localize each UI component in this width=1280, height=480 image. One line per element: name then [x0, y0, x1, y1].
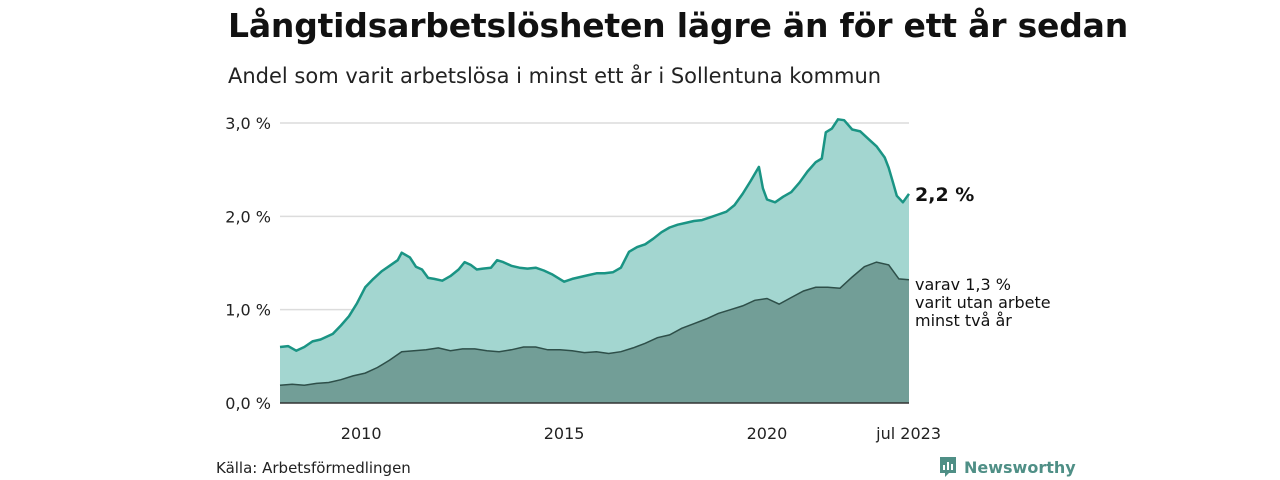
end-label-two-years: minst två år [915, 311, 1012, 330]
x-axis-ticks: 2010 2015 2020 jul 2023 [341, 424, 941, 443]
chart-title: Långtidsarbetslösheten lägre än för ett … [228, 6, 1129, 45]
y-axis-ticks: 0,0 % 1,0 % 2,0 % 3,0 % [225, 114, 271, 413]
x-tick-label: 2010 [341, 424, 382, 443]
end-label-two-years: varit utan arbete [915, 293, 1051, 312]
y-tick-label: 2,0 % [225, 207, 271, 226]
end-label-two-years: varav 1,3 % [915, 275, 1011, 294]
line-two-years [279, 261, 910, 387]
newsworthy-logo-icon [940, 457, 956, 477]
brand-logo[interactable]: Newsworthy [938, 456, 1076, 478]
x-tick-label: 2015 [544, 424, 585, 443]
y-tick-label: 0,0 % [225, 394, 271, 413]
end-label-total: 2,2 % [915, 184, 974, 206]
y-tick-label: 1,0 % [225, 301, 271, 320]
line-total [279, 118, 911, 352]
source-note: Källa: Arbetsförmedlingen [216, 459, 411, 477]
area-two-years [280, 262, 909, 403]
x-tick-label: jul 2023 [875, 424, 941, 443]
y-tick-label: 3,0 % [225, 114, 271, 133]
logo-text: Newsworthy [964, 457, 1076, 477]
x-tick-label: 2020 [747, 424, 788, 443]
chart-subtitle: Andel som varit arbetslösa i minst ett å… [228, 64, 882, 88]
